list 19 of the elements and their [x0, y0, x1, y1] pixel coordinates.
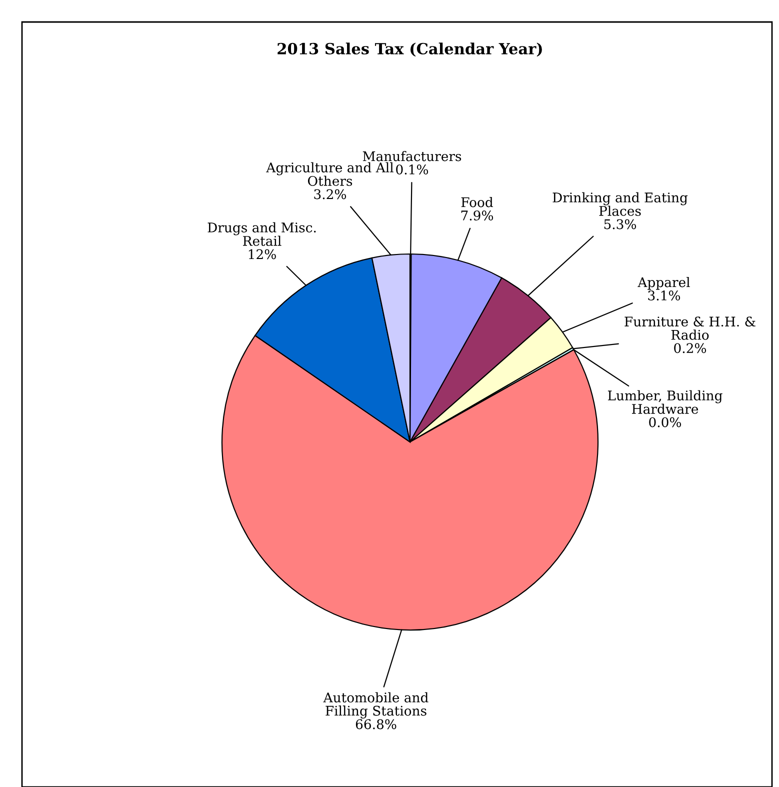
- slice-label: Agriculture and All Others: [266, 162, 394, 186]
- data-label: 3.2%: [314, 189, 346, 200]
- data-label: 0.2%: [674, 343, 706, 354]
- data-label: 12%: [248, 249, 276, 260]
- slice-label: Automobile and Filling Stations: [323, 692, 428, 718]
- text: 0.0%: [649, 417, 682, 428]
- slice-label: Drinking and Eating Places: [552, 192, 688, 216]
- slice-label: Drugs and Misc. Retail: [208, 222, 316, 246]
- slice-label: Manufacturers: [362, 150, 462, 162]
- slice-label: Apparel: [638, 276, 690, 290]
- data-label: 3.1%: [648, 290, 680, 300]
- data-label: 5.3%: [604, 219, 636, 230]
- slice-label: Furniture & H.H. & Radio: [624, 316, 756, 340]
- chart-title: 2013 Sales Tax (Calendar Year): [278, 42, 542, 57]
- data-label: 0.1%: [396, 164, 428, 174]
- category-label: Lumber, Building Hardware: [608, 390, 722, 414]
- slice-label: Food: [461, 196, 493, 208]
- data-label: 66.8%: [356, 719, 396, 730]
- data-label: 7.9%: [461, 210, 494, 220]
